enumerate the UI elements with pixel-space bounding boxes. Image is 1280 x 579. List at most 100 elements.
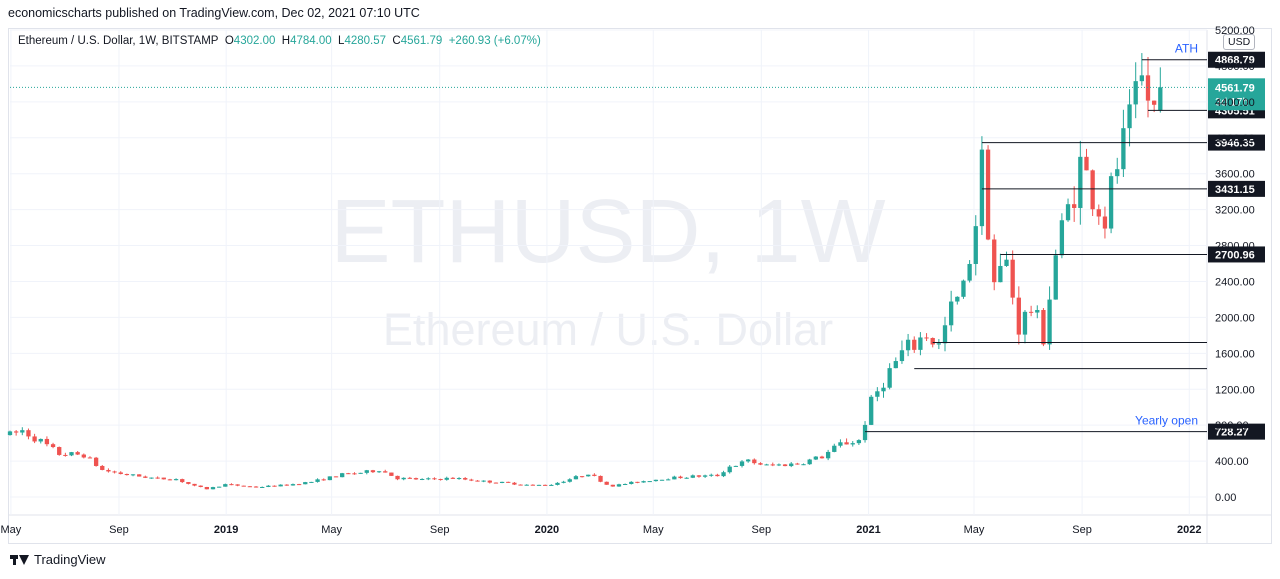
- candle: [327, 476, 333, 481]
- candle-body: [7, 431, 13, 436]
- candle: [253, 486, 259, 488]
- candle: [813, 456, 818, 461]
- y-tick-label: 1200.00: [1215, 384, 1255, 396]
- candle-body: [555, 482, 560, 485]
- candle-body: [106, 469, 111, 472]
- candle: [973, 215, 978, 276]
- candle: [561, 480, 566, 484]
- candle: [432, 477, 437, 480]
- candle-body: [936, 343, 942, 345]
- candle-body: [456, 478, 462, 480]
- candle: [118, 471, 123, 475]
- candle-body: [266, 485, 271, 487]
- candle-body: [118, 472, 123, 475]
- candle: [137, 474, 142, 477]
- candle-body: [180, 479, 185, 483]
- candle: [555, 482, 560, 486]
- candle: [456, 477, 462, 480]
- candle-body: [530, 484, 536, 486]
- candle: [1096, 204, 1101, 225]
- candle: [702, 474, 708, 478]
- price-level-badge: [1208, 246, 1265, 263]
- candle: [524, 484, 529, 486]
- candle-body: [1028, 311, 1034, 313]
- candle-body: [629, 481, 634, 484]
- candle-body: [512, 482, 517, 485]
- candle: [746, 459, 751, 463]
- candle: [155, 476, 160, 479]
- candle-body: [1047, 299, 1052, 345]
- candle-body: [924, 337, 929, 339]
- candle-body: [536, 484, 542, 486]
- candle: [290, 483, 296, 486]
- candle: [856, 439, 862, 445]
- candle: [672, 475, 677, 480]
- candle-body: [321, 479, 326, 481]
- candle: [32, 433, 37, 444]
- candle: [149, 477, 154, 479]
- candle: [942, 316, 948, 352]
- chart-frame[interactable]: [8, 28, 1272, 544]
- candle-body: [912, 339, 917, 350]
- candle: [1047, 286, 1052, 350]
- candle: [173, 478, 179, 481]
- candle-body: [579, 476, 585, 478]
- candle: [247, 485, 253, 488]
- candle-body: [942, 325, 948, 344]
- y-tick-label: 2000.00: [1215, 312, 1255, 324]
- candle-body: [746, 459, 751, 462]
- candle-body: [444, 477, 449, 480]
- candle-body: [253, 486, 259, 488]
- candle-body: [905, 339, 911, 351]
- candle: [764, 463, 769, 466]
- candle: [1010, 250, 1015, 305]
- currency-button[interactable]: USD: [1223, 34, 1256, 50]
- candle-body: [592, 474, 597, 476]
- candle-body: [370, 470, 376, 473]
- candle: [106, 468, 111, 473]
- candle: [75, 451, 80, 456]
- candle-body: [352, 473, 357, 475]
- candle: [622, 483, 628, 486]
- candle-body: [543, 484, 548, 486]
- candle-body: [241, 485, 246, 487]
- candle-body: [1072, 204, 1077, 208]
- candle-body: [57, 447, 62, 455]
- candle-body: [930, 338, 935, 345]
- candle-body: [143, 476, 148, 478]
- candle: [985, 145, 991, 241]
- candle: [358, 472, 363, 474]
- price-level-badge: [1208, 180, 1265, 197]
- candle-body: [819, 456, 825, 459]
- candle: [309, 481, 314, 483]
- candle-body: [733, 465, 739, 467]
- candle: [1102, 206, 1108, 239]
- candle-body: [493, 482, 499, 484]
- candle-body: [210, 487, 216, 490]
- x-tick-label: Sep: [109, 524, 129, 536]
- candle: [610, 484, 615, 487]
- candle: [340, 472, 345, 478]
- candle: [678, 475, 683, 479]
- tradingview-logo: TradingView: [10, 552, 106, 567]
- legend-low-label: L: [338, 35, 345, 47]
- legend-high-value: 4784.00: [290, 35, 332, 47]
- y-tick-label: 4400.00: [1215, 97, 1255, 109]
- x-tick-label: 2022: [1177, 524, 1201, 536]
- candle-body: [438, 479, 443, 481]
- candle: [604, 481, 609, 485]
- candle-body: [383, 471, 388, 473]
- candle: [918, 332, 923, 356]
- candle: [838, 439, 843, 448]
- candle: [647, 481, 652, 483]
- candle-body: [130, 474, 136, 476]
- candle: [825, 449, 831, 461]
- candle-body: [825, 451, 831, 459]
- candle-body: [549, 484, 554, 486]
- candle-body: [641, 481, 646, 483]
- candle: [180, 478, 185, 483]
- candle-body: [247, 486, 253, 488]
- candle-body: [44, 438, 50, 445]
- candle: [967, 260, 972, 283]
